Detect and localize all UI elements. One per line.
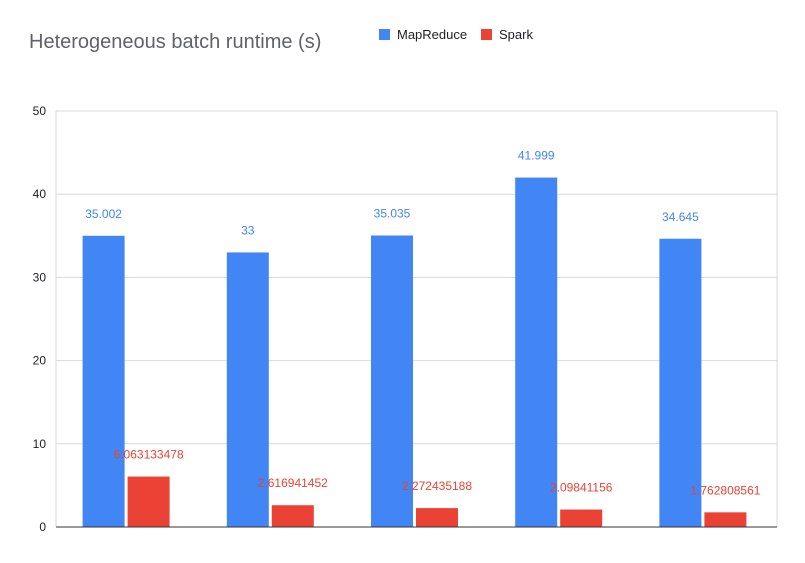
legend-label-mapreduce: MapReduce bbox=[397, 27, 467, 42]
legend-label-spark: Spark bbox=[499, 27, 533, 42]
legend-swatch-mapreduce bbox=[379, 29, 390, 40]
data-label-mapreduce-2: 33 bbox=[241, 223, 255, 237]
data-label-mapreduce-4: 41.999 bbox=[518, 149, 555, 163]
chart-title: Heterogeneous batch runtime (s) bbox=[29, 31, 321, 53]
data-label-spark-2: 2.616941452 bbox=[258, 476, 328, 490]
y-axis-ticks: 0 10 20 30 40 50 bbox=[33, 104, 47, 534]
legend: MapReduce Spark bbox=[379, 27, 533, 42]
y-tick-label-30: 30 bbox=[33, 270, 47, 284]
legend-swatch-spark bbox=[481, 29, 492, 40]
bar-spark-2 bbox=[271, 505, 314, 527]
bar-mapreduce-2 bbox=[226, 252, 269, 527]
y-tick-label-40: 40 bbox=[33, 187, 47, 201]
data-label-mapreduce-1: 35.002 bbox=[85, 207, 122, 221]
y-tick-label-0: 0 bbox=[39, 520, 46, 534]
data-label-mapreduce-3: 35.035 bbox=[374, 207, 411, 221]
bar-spark-4 bbox=[560, 509, 603, 527]
data-label-spark-5: 1.762808561 bbox=[690, 483, 760, 497]
bar-mapreduce-1 bbox=[82, 235, 125, 527]
bar-spark-3 bbox=[416, 508, 458, 527]
y-tick-label-20: 20 bbox=[33, 354, 47, 368]
data-label-mapreduce-5: 34.645 bbox=[662, 210, 699, 224]
y-tick-label-50: 50 bbox=[33, 104, 47, 118]
bar-spark-5 bbox=[704, 512, 747, 527]
bar-mapreduce-5 bbox=[659, 238, 702, 527]
y-tick-label-10: 10 bbox=[33, 437, 47, 451]
bars bbox=[82, 177, 747, 528]
gridlines bbox=[55, 110, 778, 527]
data-label-spark-4: 2.09841156 bbox=[550, 481, 613, 495]
data-labels: 35.002 6.063133478 33 2.616941452 35.035 2.27… bbox=[85, 149, 761, 498]
bar-mapreduce-4 bbox=[515, 177, 558, 528]
bar-spark-1 bbox=[127, 476, 170, 527]
bar-mapreduce-3 bbox=[371, 235, 413, 528]
data-label-spark-3: 2.272435188 bbox=[402, 479, 472, 493]
data-label-spark-1: 6.063133478 bbox=[114, 448, 184, 462]
